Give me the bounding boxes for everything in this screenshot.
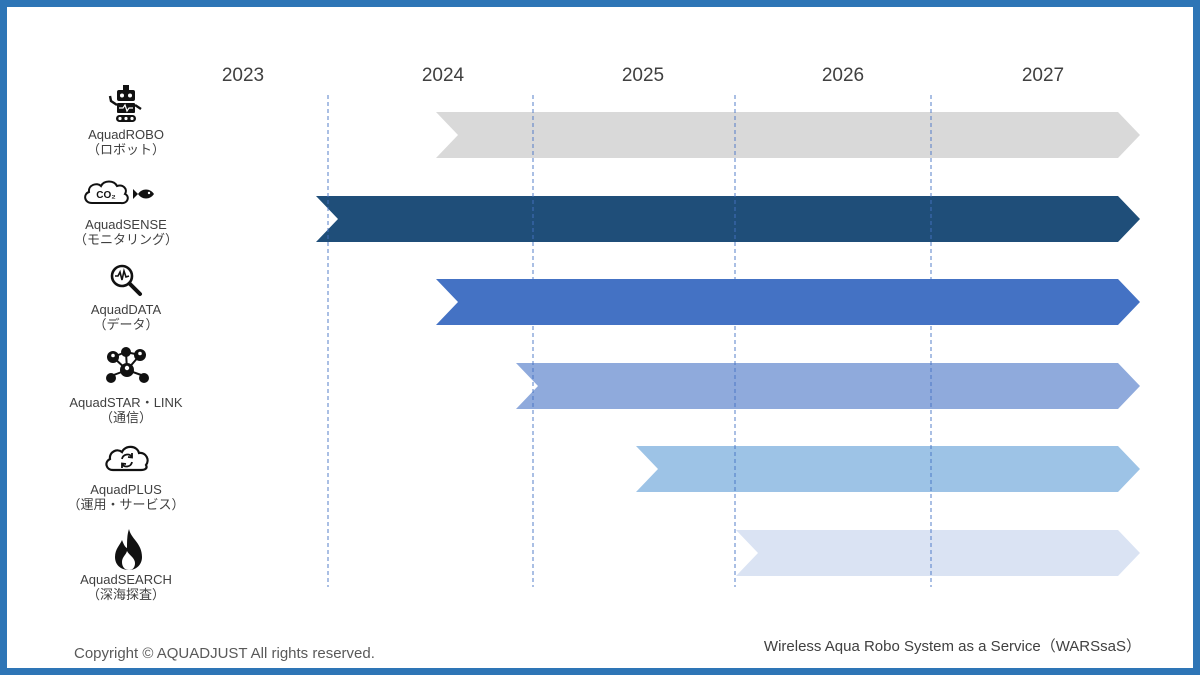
row-label-starlink: AquadSTAR・LINK （通信） bbox=[51, 395, 201, 425]
row-label-sense: AquadSENSE （モニタリング） bbox=[51, 217, 201, 247]
row-name: AquadROBO bbox=[88, 127, 164, 142]
row-name: AquadSTAR・LINK bbox=[69, 395, 183, 410]
svg-text:CO₂: CO₂ bbox=[96, 190, 115, 201]
robot-icon bbox=[108, 85, 142, 122]
roadmap-arrow-aquadstarlink bbox=[516, 363, 1140, 409]
row-subtitle: （ロボット） bbox=[86, 142, 165, 157]
row-subtitle: （深海探査） bbox=[86, 587, 165, 602]
service-name: Wireless Aqua Robo System as a Service（W… bbox=[763, 638, 1141, 655]
year-2023: 2023 bbox=[221, 65, 265, 86]
row-label-plus: AquadPLUS （運用・サービス） bbox=[51, 482, 201, 512]
row-name: AquadPLUS bbox=[90, 482, 162, 497]
row-name: AquadSENSE bbox=[85, 217, 167, 232]
roadmap-timeline bbox=[316, 95, 1140, 587]
row-name: AquadSEARCH bbox=[80, 572, 172, 587]
magnifier-pulse-icon bbox=[110, 264, 142, 296]
network-icon bbox=[106, 347, 149, 383]
row-name: AquadDATA bbox=[90, 302, 162, 317]
row-subtitle: （データ） bbox=[93, 317, 159, 332]
year-2024: 2024 bbox=[421, 65, 465, 86]
row-label-robo: AquadROBO （ロボット） bbox=[51, 127, 201, 157]
roadmap-arrow-aquaddata bbox=[436, 279, 1140, 325]
roadmap-arrow-aquadplus bbox=[636, 446, 1140, 492]
year-2026: 2026 bbox=[821, 65, 865, 86]
row-subtitle: （通信） bbox=[99, 410, 152, 425]
year-2027: 2027 bbox=[1021, 65, 1065, 86]
copyright-text: Copyright © AQUADJUST All rights reserve… bbox=[74, 645, 375, 662]
row-label-data: AquadDATA （データ） bbox=[51, 302, 201, 332]
co2-fish-icon: CO₂ bbox=[84, 180, 154, 205]
year-2025: 2025 bbox=[621, 65, 665, 86]
roadmap-arrow-aquadsense bbox=[316, 196, 1140, 242]
row-subtitle: （運用・サービス） bbox=[67, 497, 185, 512]
row-subtitle: （モニタリング） bbox=[73, 232, 178, 247]
cloud-sync-icon bbox=[105, 445, 149, 472]
flame-icon bbox=[115, 529, 142, 570]
row-label-search: AquadSEARCH （深海探査） bbox=[51, 572, 201, 602]
roadmap-arrow-aquadrobo bbox=[436, 112, 1140, 158]
roadmap-arrow-aquadsearch bbox=[736, 530, 1140, 576]
